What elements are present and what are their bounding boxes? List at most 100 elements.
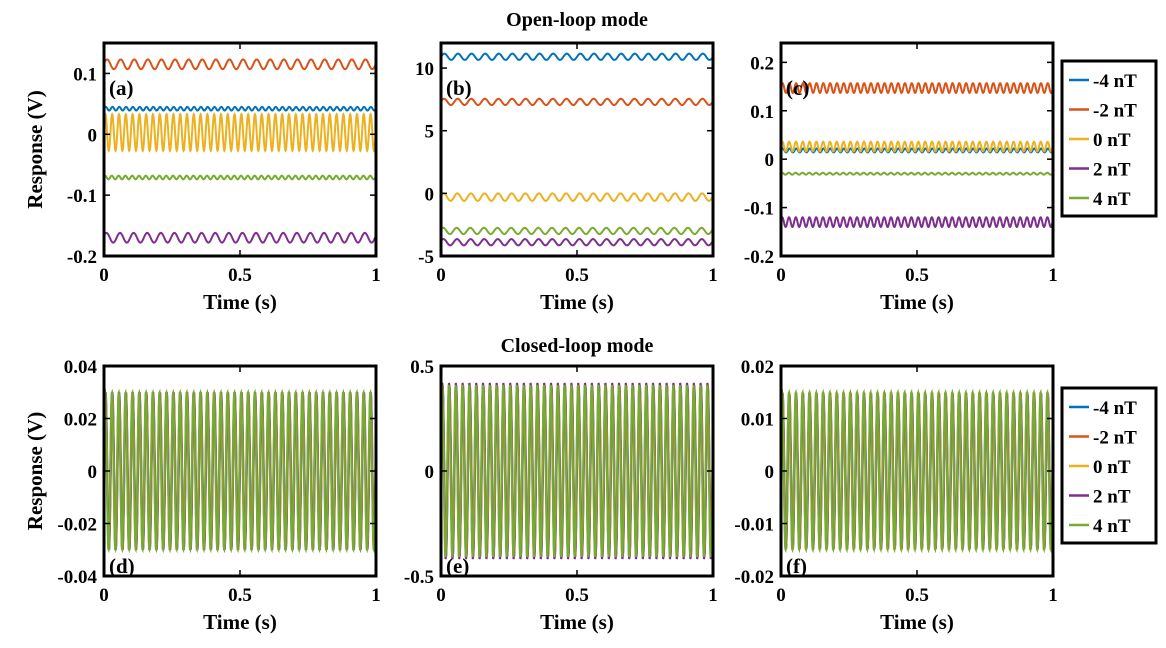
panel-label: (b) [446, 76, 472, 100]
x-tick-label: 0 [99, 585, 109, 606]
y-tick-label: 0.2 [750, 53, 774, 74]
legend-entry-label: -2 nT [1093, 101, 1137, 122]
y-tick-label: 10 [415, 59, 434, 80]
x-tick-label: 1 [371, 585, 381, 606]
y-tick-label: -0.02 [57, 515, 97, 536]
legend-entry-label: -4 nT [1093, 71, 1137, 92]
series-line-4nT [781, 388, 1053, 554]
legend-entry-label: 0 nT [1093, 457, 1131, 478]
y-tick-label: -0.02 [734, 567, 774, 588]
y-tick-label: 0.04 [64, 357, 98, 378]
legend: -4 nT -2 nT 0 nT 2 nT 4 nT [1060, 59, 1158, 218]
y-axis-label: Response (V) [23, 412, 47, 530]
series-line-2nT [441, 238, 713, 247]
y-tick-label: 0.01 [741, 410, 774, 431]
y-tick-label: 0 [765, 462, 775, 483]
row-title-closed-loop: Closed-loop mode [501, 335, 654, 357]
legend-entry-label: -2 nT [1093, 428, 1137, 449]
x-axis-label: Time (s) [880, 290, 954, 314]
series-line-0nT [104, 112, 376, 153]
y-tick-label: 0 [425, 462, 435, 483]
y-tick-label: 0 [88, 462, 98, 483]
series-group [104, 58, 376, 244]
x-tick-label: 0.5 [905, 585, 929, 606]
y-tick-label: 0 [765, 150, 775, 171]
plot-frame [102, 41, 378, 258]
x-axis-label: Time (s) [540, 610, 614, 634]
panel-label: (f) [786, 554, 807, 578]
y-tick-label: 0.02 [64, 410, 97, 431]
panel-label: (a) [109, 76, 134, 100]
x-tick-label: 0 [776, 585, 786, 606]
series-line-neg2nT [104, 58, 376, 71]
panels: 0 0.5 1 -0.2 -0.1 0 0.1 Time (s) Response (V) (a)… [23, 41, 1058, 634]
y-tick-label: -5 [418, 247, 434, 268]
x-axis-label: Time (s) [203, 610, 277, 634]
x-tick-label: 1 [708, 585, 718, 606]
y-tick-label: -0.5 [404, 567, 434, 588]
y-tick-label: 0 [425, 184, 435, 205]
row-title-open-loop: Open-loop mode [506, 9, 648, 31]
legend-entry-label: 2 nT [1093, 160, 1131, 181]
y-tick-label: -0.1 [744, 199, 774, 220]
series-line-4nT [441, 226, 713, 236]
legend-entry-label: -4 nT [1093, 398, 1137, 419]
y-tick-label: -0.1 [67, 186, 97, 207]
plot-frame [439, 41, 715, 258]
legend-entry-label: 4 nT [1093, 516, 1131, 537]
series-line-4nT [441, 384, 713, 558]
series-line-4nT [104, 174, 376, 181]
panel-label: (e) [446, 554, 469, 578]
x-tick-label: 0.5 [228, 585, 252, 606]
series-line-4nT [104, 388, 376, 554]
series-line-0nT [441, 192, 713, 202]
x-axis-label: Time (s) [880, 610, 954, 634]
x-axis-label: Time (s) [203, 290, 277, 314]
y-tick-label: 5 [425, 122, 435, 143]
subplot-a: 0 0.5 1 -0.2 -0.1 0 0.1 Time (s) Response (V) (a) [23, 41, 381, 314]
panel-label: (d) [109, 554, 135, 578]
y-tick-label: 0 [88, 125, 98, 146]
series-line-neg2nT [441, 97, 713, 107]
y-tick-label: -0.2 [744, 247, 774, 268]
y-axis-label: Response (V) [23, 90, 47, 208]
subplot-f: 0 0.5 1 -0.02 -0.01 0 0.01 0.02 Time (s) (f) [734, 357, 1057, 634]
series-group [781, 82, 1053, 228]
x-axis-label: Time (s) [540, 290, 614, 314]
series-group [781, 388, 1053, 554]
x-tick-label: 1 [1048, 585, 1058, 606]
series-line-neg2nT [781, 82, 1053, 94]
x-tick-label: 0 [99, 265, 109, 286]
x-tick-label: 0.5 [228, 265, 252, 286]
legend: -4 nT -2 nT 0 nT 2 nT 4 nT [1060, 386, 1158, 545]
x-tick-label: 0 [436, 265, 446, 286]
y-tick-label: 0.02 [741, 357, 774, 378]
legend-entry-label: 4 nT [1093, 189, 1131, 210]
y-tick-label: -0.2 [67, 247, 97, 268]
subplot-c: 0 0.5 1 -0.2 -0.1 0 0.1 0.2 Time (s) (c) [744, 41, 1058, 314]
y-tick-label: 0.1 [750, 102, 774, 123]
series-line-2nT [781, 216, 1053, 228]
legend-frame [1060, 59, 1158, 218]
legend-entry-label: 2 nT [1093, 487, 1131, 508]
series-group [441, 52, 713, 247]
y-tick-label: -0.04 [57, 567, 97, 588]
series-group [104, 388, 376, 554]
x-tick-label: 1 [708, 265, 718, 286]
x-tick-label: 1 [1048, 265, 1058, 286]
series-group [441, 382, 713, 560]
subplot-d: 0 0.5 1 -0.04 -0.02 0 0.02 0.04 Time (s) Response… [23, 357, 381, 634]
x-tick-label: 0.5 [905, 265, 929, 286]
series-line-neg4nT [104, 105, 376, 112]
x-tick-label: 0.5 [565, 265, 589, 286]
x-tick-label: 0 [436, 585, 446, 606]
x-tick-label: 1 [371, 265, 381, 286]
series-line-0nT [781, 140, 1053, 153]
x-tick-label: 0.5 [565, 585, 589, 606]
panel-label: (c) [786, 76, 809, 100]
y-tick-label: -0.01 [734, 515, 774, 536]
y-tick-label: 0.1 [73, 64, 97, 85]
